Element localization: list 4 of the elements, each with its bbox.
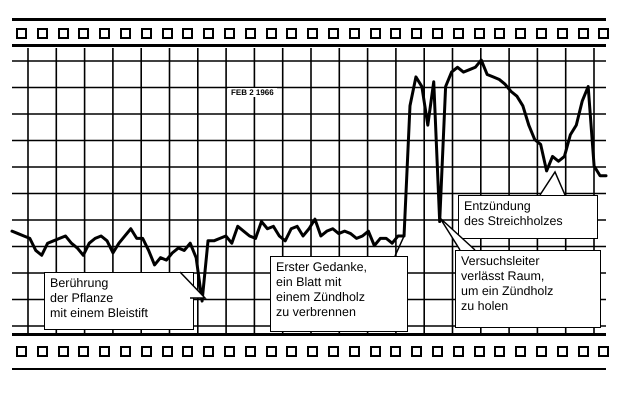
callout-box: Berührung der Pflanze mit einem Bleistift (44, 272, 194, 330)
callout-box: Versuchsleiter verlässt Raum, um ein Zündholz zu holen (455, 250, 601, 328)
annotation: FEB 2 1966 (228, 88, 277, 97)
callout-box: Erster Gedanke, ein Blatt mit einem Zündholz zu verbrennen (270, 256, 408, 332)
